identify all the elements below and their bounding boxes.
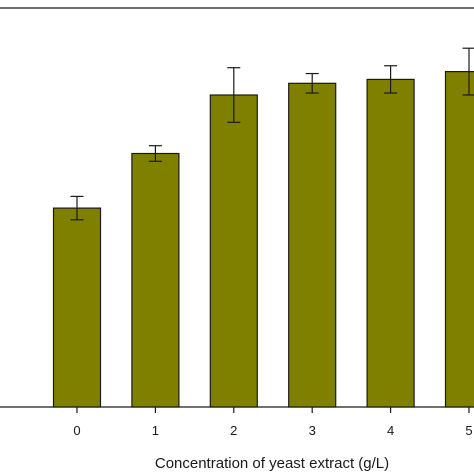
error-bar-3: [305, 72, 319, 94]
bar-4: [366, 78, 415, 408]
bar-3: [288, 82, 337, 408]
error-bar-4: [384, 65, 398, 94]
x-ticks-layer: [76, 407, 470, 413]
x-axis-title: Concentration of yeast extract (g/L): [155, 455, 389, 472]
x-tick-label-5: 5: [465, 423, 472, 438]
error-bar-2: [227, 67, 241, 123]
x-tick-label-2: 2: [230, 423, 237, 438]
bars-layer: [52, 70, 474, 408]
x-tick-label-0: 0: [73, 423, 80, 438]
error-bar-5: [462, 47, 474, 96]
x-tick-label-1: 1: [152, 423, 159, 438]
error-bar-0: [70, 195, 84, 221]
x-tick-label-4: 4: [387, 423, 394, 438]
bar-2: [209, 94, 258, 408]
bar-5: [444, 70, 474, 408]
x-tick-label-3: 3: [309, 423, 316, 438]
x-tick-labels-layer: 0 1 2 3 4 5: [73, 423, 472, 438]
bar-0: [52, 207, 102, 408]
error-bars-layer: [70, 47, 474, 221]
bar-1: [131, 152, 180, 408]
error-bar-1: [148, 145, 162, 162]
